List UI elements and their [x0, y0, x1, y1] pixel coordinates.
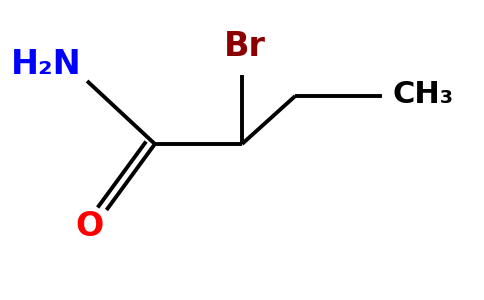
Text: H₂N: H₂N	[11, 48, 81, 81]
Text: Br: Br	[224, 30, 265, 63]
Text: CH₃: CH₃	[393, 80, 454, 109]
Text: O: O	[76, 210, 104, 243]
